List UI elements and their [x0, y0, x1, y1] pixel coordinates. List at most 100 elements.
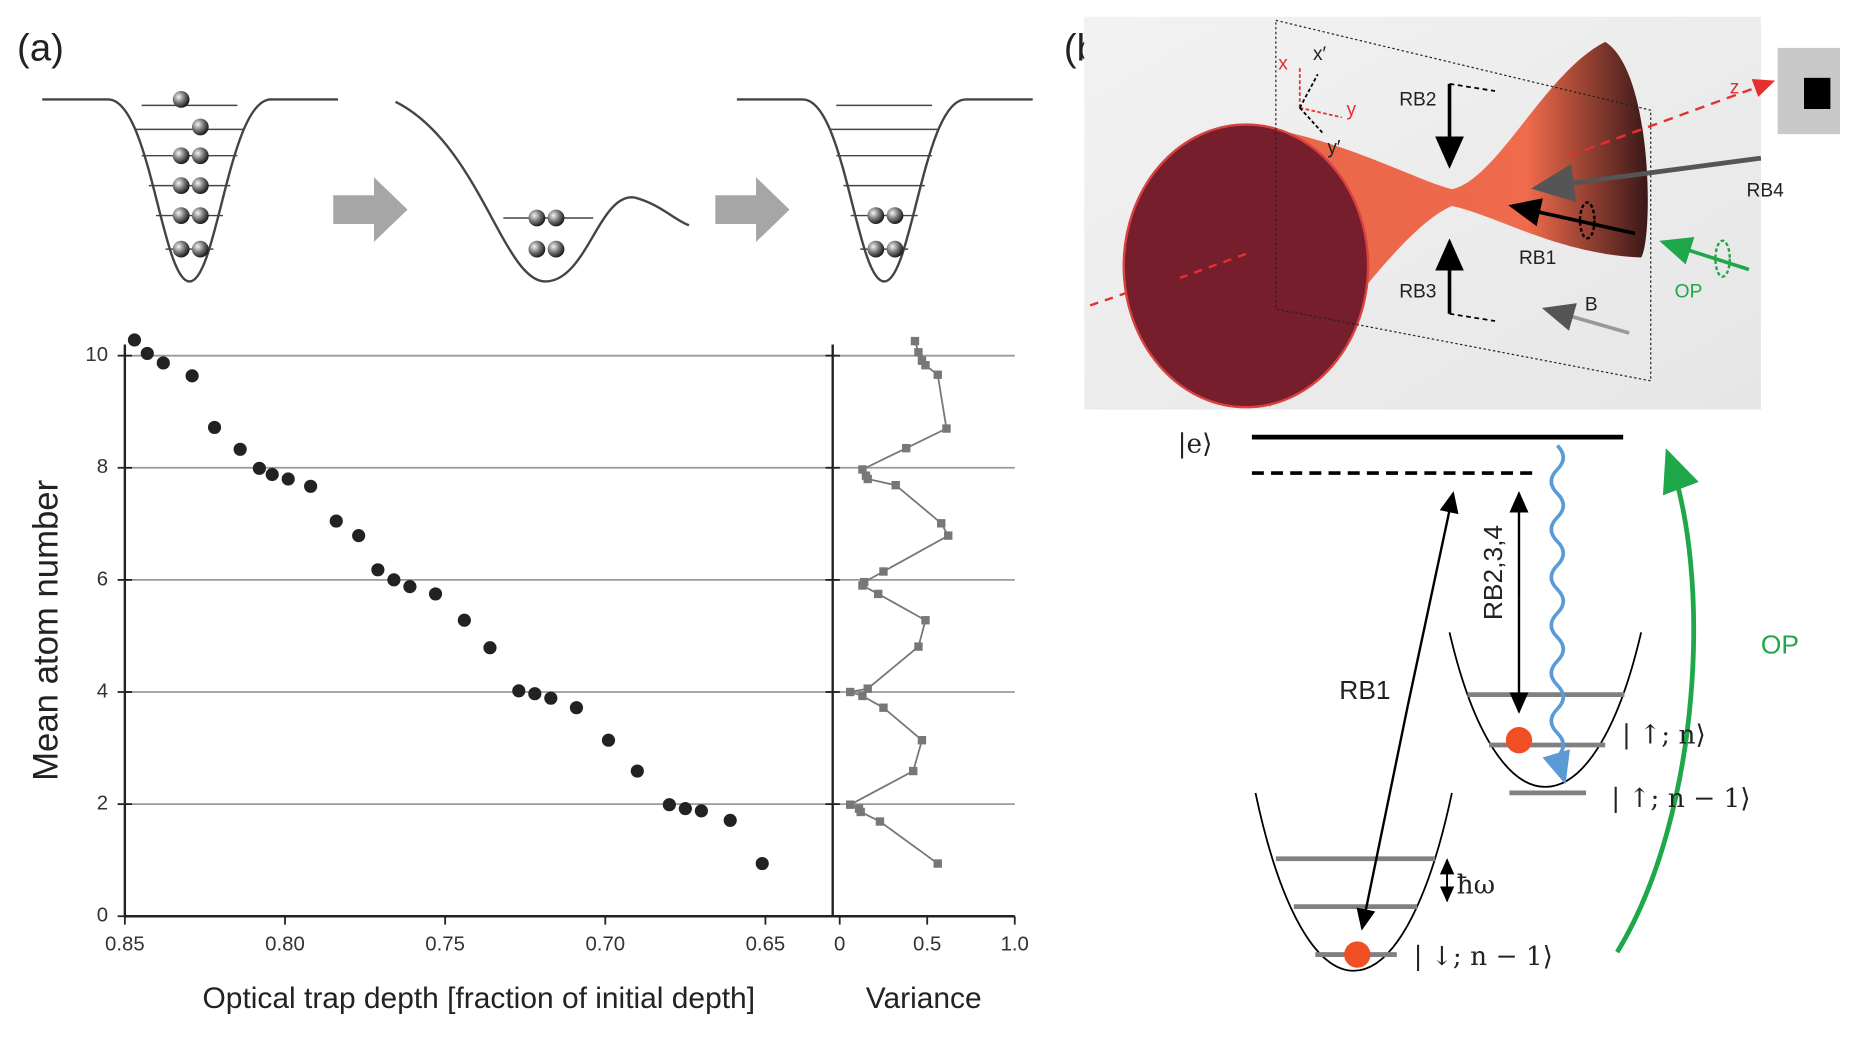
data-point	[863, 474, 872, 484]
x-tick-label: 0	[834, 933, 845, 955]
x-tick-label: 0.70	[585, 933, 625, 955]
data-point	[874, 589, 883, 599]
data-point	[846, 687, 855, 697]
level-labels: |e⟩ RB2,3,4 RB1 OP | ↑; n⟩ | ↑; n − 1⟩ ħ…	[1178, 430, 1799, 973]
data-point	[371, 563, 385, 577]
data-point	[428, 587, 443, 601]
data-point	[914, 348, 923, 357]
y-tick-label: 10	[85, 344, 108, 366]
data-point	[694, 804, 708, 818]
x-tick-label: 0.80	[265, 933, 305, 955]
data-point	[252, 461, 266, 475]
data-point	[723, 813, 737, 827]
data-point	[512, 684, 526, 698]
data-point	[921, 616, 930, 625]
beam-label: RB2,3,4	[1478, 525, 1508, 620]
data-point	[879, 703, 888, 712]
y-tick-label: 0	[97, 905, 108, 927]
step-arrow	[333, 177, 790, 242]
data-point	[858, 581, 867, 590]
level-label: |e⟩	[1178, 430, 1213, 460]
beam-label: B	[1585, 294, 1598, 315]
beam-label: RB4	[1747, 181, 1785, 202]
data-point	[281, 472, 295, 486]
data-point	[569, 701, 584, 715]
x-tick-label: 0.5	[913, 933, 941, 955]
level-label: | ↑; n⟩	[1622, 721, 1706, 751]
data-point	[944, 531, 953, 540]
axis-label: x′	[1313, 44, 1327, 65]
data-point	[875, 817, 885, 826]
data-point	[858, 691, 867, 701]
data-point	[403, 580, 417, 594]
data-point	[846, 800, 855, 809]
data-point	[917, 356, 927, 365]
data-point	[304, 479, 318, 493]
panel-label: (a)	[17, 26, 64, 69]
x-tick-label: 0.65	[746, 933, 786, 955]
data-point	[910, 336, 920, 346]
axis-label: y′	[1327, 138, 1341, 159]
y-tick-label: 6	[97, 568, 108, 590]
beam-label: RB2	[1399, 90, 1436, 111]
data-point	[909, 766, 918, 776]
atoms	[172, 91, 904, 258]
data-point	[140, 346, 154, 361]
x-axis-label: Variance	[866, 982, 982, 1015]
data-point	[207, 420, 222, 435]
axis-label: z	[1730, 78, 1740, 99]
data-point	[233, 442, 247, 456]
data-point	[156, 356, 170, 370]
data-point	[601, 733, 616, 747]
data-point	[933, 859, 942, 868]
data-point	[544, 691, 558, 705]
beam-label: RB1	[1519, 248, 1556, 269]
data-point	[127, 333, 142, 347]
data-point	[921, 361, 930, 370]
beam-label: RB3	[1399, 281, 1436, 302]
y-tick-label: 2	[97, 793, 108, 815]
data-point	[185, 369, 199, 383]
data-point	[933, 370, 942, 379]
beam-label: RB1	[1339, 675, 1390, 705]
data-point	[352, 529, 366, 543]
data-point	[528, 687, 542, 701]
x-tick-label: 0.75	[425, 933, 465, 955]
data-point	[457, 613, 471, 627]
x-tick-label: 1.0	[1001, 933, 1029, 955]
data-point	[891, 480, 900, 490]
data-point	[662, 798, 676, 812]
data-point	[265, 467, 279, 482]
data-point	[902, 443, 911, 453]
data-line	[848, 340, 950, 865]
data-point	[329, 514, 343, 528]
data-point	[917, 736, 927, 745]
data-point	[856, 807, 865, 817]
beam-labels: x′ x y y′ z RB2 RB4 RB1 RB3 OP B	[1278, 44, 1784, 315]
level-label: ħω	[1457, 870, 1495, 900]
y-tick-label: 4	[97, 680, 108, 702]
data-point	[678, 802, 692, 816]
x-axis-label: Optical trap depth [fraction of initial …	[203, 982, 756, 1015]
data-point	[755, 856, 769, 871]
level-label: | ↓; n − 1⟩	[1414, 942, 1553, 972]
data-point	[914, 642, 923, 651]
y-tick-label: 8	[97, 456, 108, 478]
data-point	[387, 573, 401, 587]
beam-label: OP	[1675, 281, 1703, 302]
beam-label: OP	[1761, 630, 1799, 660]
level-diagram	[1251, 434, 1699, 972]
data-point	[879, 567, 888, 576]
axis-label: x	[1278, 54, 1288, 75]
data-point	[863, 684, 872, 693]
data-point	[942, 424, 951, 433]
y-axis-label: Mean atom number	[27, 480, 65, 781]
data-point	[483, 641, 497, 655]
x-tick-label: 0.85	[105, 933, 145, 955]
data-point	[937, 519, 946, 528]
beam-illustration	[1084, 16, 1840, 410]
axis-label: y	[1347, 99, 1357, 120]
data-point	[858, 465, 867, 474]
